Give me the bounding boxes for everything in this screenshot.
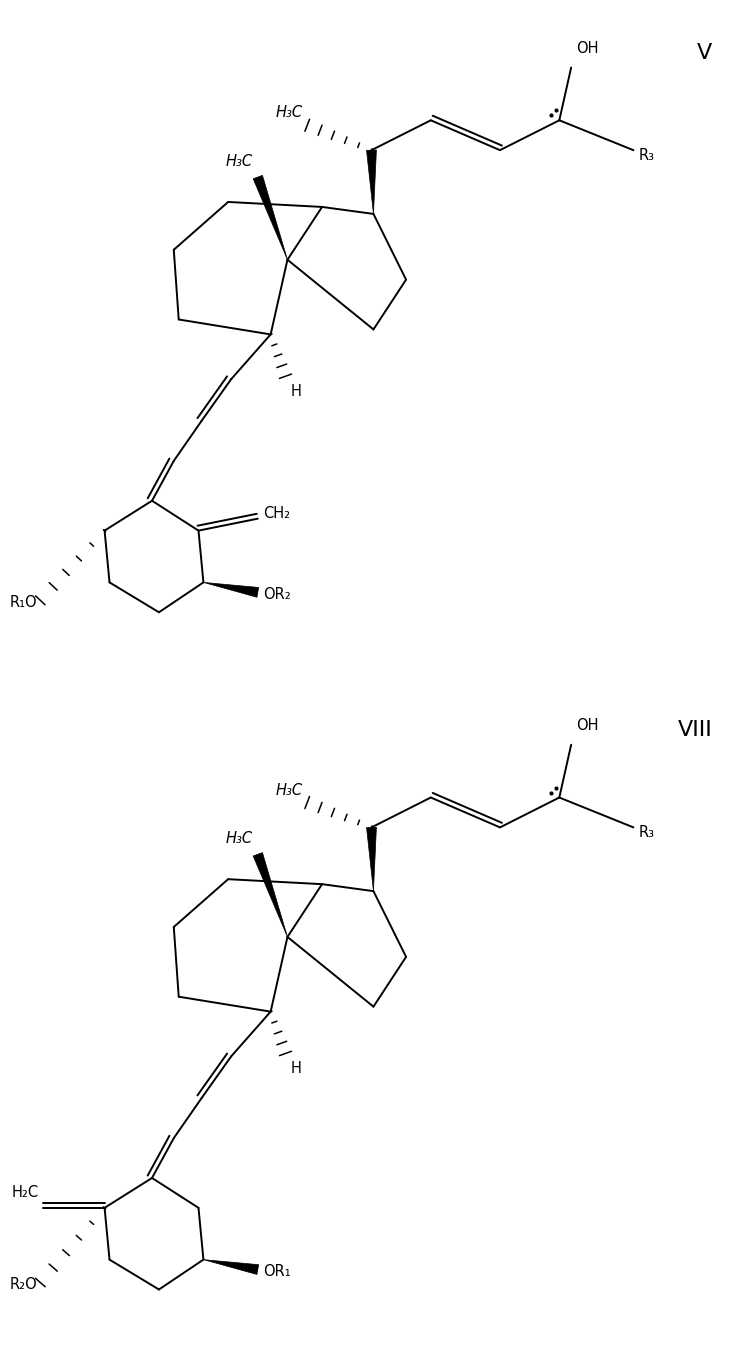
Text: OH: OH	[576, 718, 599, 733]
Polygon shape	[204, 1259, 259, 1274]
Text: OR₂: OR₂	[263, 588, 290, 602]
Text: R₃: R₃	[639, 826, 654, 840]
Polygon shape	[367, 827, 376, 891]
Text: OR₁: OR₁	[263, 1263, 290, 1278]
Text: OH: OH	[576, 41, 599, 56]
Text: R₂O: R₂O	[10, 1277, 37, 1292]
Polygon shape	[367, 150, 376, 214]
Text: H: H	[290, 1061, 302, 1076]
Polygon shape	[253, 175, 288, 260]
Text: VIII: VIII	[678, 719, 713, 740]
Text: H₂C: H₂C	[11, 1185, 39, 1200]
Text: H₃C: H₃C	[275, 105, 302, 120]
Polygon shape	[253, 853, 288, 937]
Text: V: V	[697, 42, 713, 63]
Text: H₃C: H₃C	[226, 154, 253, 169]
Text: CH₂: CH₂	[263, 506, 290, 521]
Text: H₃C: H₃C	[275, 782, 302, 797]
Polygon shape	[204, 582, 259, 597]
Text: R₁O: R₁O	[10, 594, 37, 609]
Text: H₃C: H₃C	[226, 831, 253, 846]
Text: H: H	[290, 385, 302, 400]
Text: R₃: R₃	[639, 148, 654, 163]
